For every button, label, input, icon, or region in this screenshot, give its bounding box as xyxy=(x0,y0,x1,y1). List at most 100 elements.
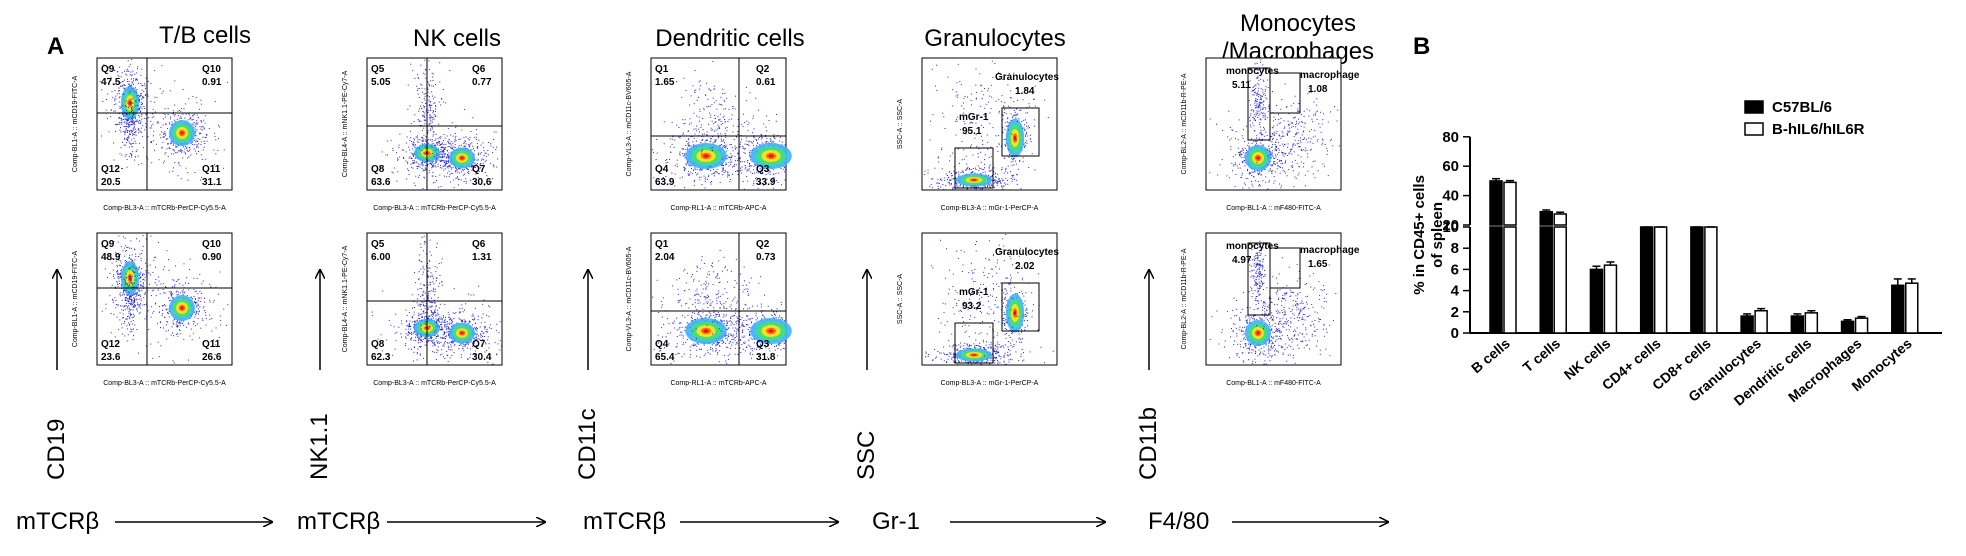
y-channel-label: Comp-BL4-A :: mNK1.1-PE-Cy7-A xyxy=(342,245,349,352)
y-tick-label: 2 xyxy=(1451,304,1459,321)
title-tb-cells: T/B cells xyxy=(158,22,251,49)
bar-c57bl6-3-lower xyxy=(1639,226,1654,334)
gate-value: 65.4 xyxy=(655,352,675,363)
gate-name: mGr-1 xyxy=(959,287,989,298)
legend-label: B-hIL6/hIL6R xyxy=(1772,121,1865,138)
gate-value: 47.5 xyxy=(101,77,121,88)
gate-name: Q7 xyxy=(472,164,486,175)
bar-c57bl6-5 xyxy=(1740,315,1754,334)
x-channel-label: Comp-BL3-A :: mTCRb-PerCP-Cy5.5-A xyxy=(373,205,496,212)
gate-name: Q1 xyxy=(655,64,669,75)
x-marker-nk: mTCRβ xyxy=(297,508,381,535)
gate-name: Q10 xyxy=(202,64,221,75)
x-channel-label: Comp-BL3-A :: mTCRb-PerCP-Cy5.5-A xyxy=(103,380,226,387)
y-tick-label: 8 xyxy=(1451,240,1459,257)
y-channel-label: Comp-BL4-A :: mNK1.1-PE-Cy7-A xyxy=(342,70,349,177)
gate-value: 26.6 xyxy=(202,352,222,363)
bar-b-hil6-4-lower xyxy=(1704,226,1718,334)
y-tick-label: 40 xyxy=(1442,188,1459,205)
gate-granulocytes xyxy=(1001,107,1040,157)
x-marker-mono: F4/80 xyxy=(1148,508,1210,535)
y-channel-label: SSC-A :: SSC-A xyxy=(897,99,904,150)
gate-name: Q5 xyxy=(371,64,385,75)
gate-value: 0.91 xyxy=(202,77,222,88)
bar-b-hil6-3-lower xyxy=(1653,226,1668,334)
flow-plot-2-1: Q1 2.04 Q2 0.73 Q4 65.4 Q3 31.8 xyxy=(650,232,792,366)
bar-b-hil6-1-lower xyxy=(1553,226,1567,334)
x-marker-dc: mTCRβ xyxy=(583,508,667,535)
x-channel-label: Comp-BL3-A :: mTCRb-PerCP-Cy5.5-A xyxy=(103,205,226,212)
flow-plot-1-0: Q5 5.05 Q6 0.77 Q8 63.6 Q7 30.6 xyxy=(366,57,503,191)
gate-value: 20.5 xyxy=(101,177,121,188)
y-tick-label: 80 xyxy=(1442,129,1459,146)
gate-value: 95.1 xyxy=(962,126,982,137)
y-channel-label: Comp-BL1-A :: mCD19-FITC-A xyxy=(72,250,79,347)
gate-value: 1.84 xyxy=(1015,86,1035,97)
gate-value: 0.73 xyxy=(756,252,776,263)
gate-name: macrophage xyxy=(1300,70,1360,81)
gate-macrophage xyxy=(1269,247,1301,289)
gate-name: Q6 xyxy=(472,64,486,75)
x-channel-label: Comp-RL1-A :: mTCRb-APC-A xyxy=(670,380,766,387)
gate-name: Q8 xyxy=(371,164,385,175)
y-tick-label: 60 xyxy=(1442,158,1459,175)
plot-frame xyxy=(1205,57,1342,191)
gate-name: Granulocytes xyxy=(995,72,1059,83)
gate-name: Q11 xyxy=(202,164,221,175)
gate-value: 0.90 xyxy=(202,252,222,263)
gate-name: Q8 xyxy=(371,339,385,350)
x-channel-label: Comp-BL3-A :: mGr-1-PerCP-A xyxy=(941,205,1039,212)
panel-b-label: B xyxy=(1413,33,1431,60)
gate-value: 4.97 xyxy=(1232,255,1252,266)
gate-granulocytes xyxy=(1001,282,1040,332)
gate-name: Q9 xyxy=(101,239,115,250)
flow-plot-4-1: monocytes 4.97 macrophage 1.65 xyxy=(1205,232,1360,366)
x-marker-gran: Gr-1 xyxy=(872,508,920,535)
gate-value: 2.02 xyxy=(1015,261,1035,272)
bar-b-hil6-7 xyxy=(1854,317,1869,334)
gate-name: macrophage xyxy=(1300,245,1360,256)
bar-c57bl6-7 xyxy=(1840,320,1855,334)
legend-swatch xyxy=(1744,100,1764,114)
bar-b-hil6-0-lower xyxy=(1503,226,1517,334)
gate-name: Q4 xyxy=(655,339,669,350)
bar-b-hil6-1-upper xyxy=(1553,213,1567,226)
y-tick-label: 10 xyxy=(1442,219,1459,236)
flow-plot-0-0: Q9 47.5 Q10 0.91 Q12 20.5 Q11 31.1 xyxy=(96,57,233,191)
gate-value: 63.9 xyxy=(655,177,675,188)
gate-value: 33.9 xyxy=(756,177,776,188)
bar-b-hil6-5 xyxy=(1754,309,1768,334)
gate-value: 1.31 xyxy=(472,252,492,263)
flow-plot-2-0: Q1 1.65 Q2 0.61 Q4 63.9 Q3 33.9 xyxy=(650,57,792,191)
gate-name: Q1 xyxy=(655,239,669,250)
gate-name: monocytes xyxy=(1226,66,1279,77)
gate-mgr1 xyxy=(954,322,994,364)
plot-frame xyxy=(96,232,233,366)
bar-c57bl6-4-lower xyxy=(1690,226,1704,334)
bar-b-hil6-8 xyxy=(1905,282,1919,334)
legend-label: C57BL/6 xyxy=(1772,99,1832,116)
gate-value: 5.05 xyxy=(371,77,391,88)
gate-name: Q3 xyxy=(756,164,770,175)
flow-plot-4-0: monocytes 5.11 macrophage 1.08 xyxy=(1205,57,1360,191)
gate-value: 0.77 xyxy=(472,77,492,88)
x-channel-label: Comp-BL1-A :: mF480-FITC-A xyxy=(1226,205,1321,212)
gate-name: Q11 xyxy=(202,339,221,350)
gate-name: monocytes xyxy=(1226,241,1279,252)
y-channel-label: Comp-VL3-A :: mCD11c-BV605-A xyxy=(626,71,633,176)
gate-value: 5.11 xyxy=(1232,80,1251,91)
gate-name: Q5 xyxy=(371,239,385,250)
bar-c57bl6-1-lower xyxy=(1539,226,1553,334)
gate-value: 1.65 xyxy=(655,77,675,88)
gate-name: Q6 xyxy=(472,239,486,250)
y-tick-label: 6 xyxy=(1451,261,1459,278)
bar-c57bl6-2 xyxy=(1589,268,1604,334)
x-tick-label: B cells xyxy=(1468,335,1513,376)
x-tick-label: T cells xyxy=(1519,335,1563,375)
gate-name: mGr-1 xyxy=(959,112,989,123)
y-channel-label: SSC-A :: SSC-A xyxy=(897,274,904,325)
bar-c57bl6-1-upper xyxy=(1539,211,1553,226)
gate-macrophage xyxy=(1269,72,1301,114)
gate-name: Q9 xyxy=(101,64,115,75)
